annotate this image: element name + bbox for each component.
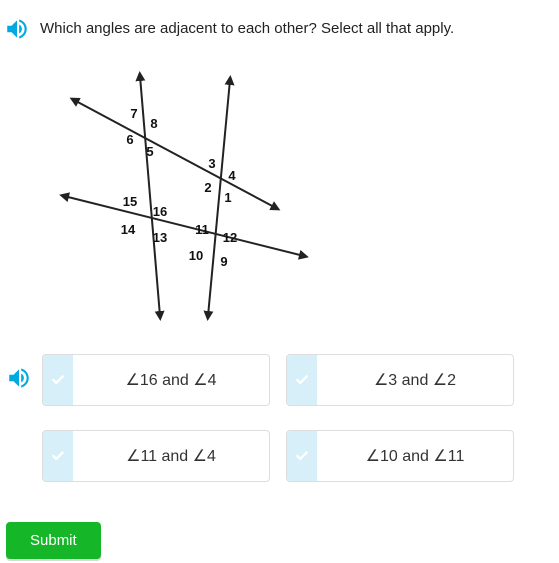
- option-label: ∠10 and ∠11: [317, 431, 513, 481]
- svg-text:12: 12: [223, 230, 237, 245]
- question-prompt: Which angles are adjacent to each other?…: [40, 16, 454, 37]
- speaker-icon[interactable]: [6, 365, 32, 391]
- svg-text:15: 15: [123, 194, 137, 209]
- svg-text:3: 3: [208, 156, 215, 171]
- svg-text:6: 6: [126, 132, 133, 147]
- speaker-icon[interactable]: [4, 16, 30, 42]
- svg-text:1: 1: [224, 190, 231, 205]
- answer-option-4[interactable]: ∠10 and ∠11: [286, 430, 514, 482]
- checkbox-icon: [287, 355, 317, 405]
- svg-text:2: 2: [204, 180, 211, 195]
- answer-option-2[interactable]: ∠3 and ∠2: [286, 354, 514, 406]
- svg-text:7: 7: [130, 106, 137, 121]
- svg-text:16: 16: [153, 204, 167, 219]
- angle-diagram: 78 65 34 21 15 16 14 13 11 12 10 9: [40, 66, 555, 330]
- option-label: ∠11 and ∠4: [73, 431, 269, 481]
- answer-option-3[interactable]: ∠11 and ∠4: [42, 430, 270, 482]
- checkbox-icon: [43, 431, 73, 481]
- svg-text:5: 5: [146, 144, 153, 159]
- svg-text:4: 4: [228, 168, 236, 183]
- svg-text:13: 13: [153, 230, 167, 245]
- option-label: ∠3 and ∠2: [317, 355, 513, 405]
- svg-text:8: 8: [150, 116, 157, 131]
- svg-text:14: 14: [121, 222, 136, 237]
- answer-option-1[interactable]: ∠16 and ∠4: [42, 354, 270, 406]
- svg-text:11: 11: [195, 222, 209, 237]
- svg-text:9: 9: [220, 254, 227, 269]
- option-label: ∠16 and ∠4: [73, 355, 269, 405]
- checkbox-icon: [43, 355, 73, 405]
- submit-button[interactable]: Submit: [6, 522, 101, 559]
- svg-text:10: 10: [189, 248, 203, 263]
- checkbox-icon: [287, 431, 317, 481]
